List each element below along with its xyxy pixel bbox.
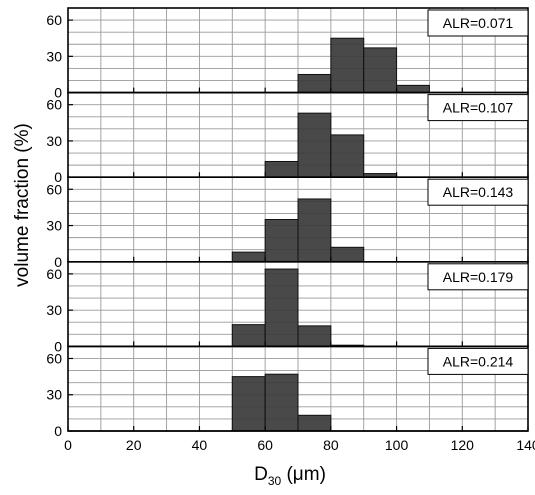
bar	[297, 325, 332, 347]
x-axis-label: D30 (μm)	[254, 464, 326, 488]
bar	[330, 134, 365, 178]
y-tick-label: 30	[46, 302, 62, 318]
panel-3: 0 30 60 ALR=0.143	[46, 176, 529, 270]
legend-label: ALR=0.143	[443, 184, 514, 200]
x-tick-label: 20	[126, 437, 142, 453]
y-tick-label: 60	[46, 181, 62, 197]
y-tick-label: 0	[54, 423, 62, 439]
y-tick-label: 30	[46, 387, 62, 403]
y-tick-label: 60	[46, 97, 62, 113]
bar	[363, 47, 398, 94]
x-axis-label-main: D	[254, 464, 268, 485]
y-tick-label: 30	[46, 218, 62, 234]
y-tick-label: 30	[46, 48, 62, 64]
x-tick-label: 0	[64, 437, 72, 453]
bar	[297, 414, 332, 432]
bar	[330, 246, 365, 263]
bar	[264, 373, 299, 432]
panel-4: 0 30 60 ALR=0.179	[46, 260, 529, 354]
x-tick-label: 60	[257, 437, 273, 453]
bar	[264, 160, 299, 178]
y-tick-label: 0	[54, 254, 62, 270]
panels-group: 0 30 60 ALR=0.071 0 30 60 ALR=0.107 0 30 60 ALR=0.1…	[46, 7, 529, 439]
y-tick-label: 0	[54, 338, 62, 354]
x-axis-label-unit: (μm)	[281, 464, 326, 485]
legend-label: ALR=0.214	[443, 353, 514, 369]
legend-box	[427, 178, 529, 206]
y-tick-label: 60	[46, 12, 62, 28]
x-tick-label: 80	[323, 437, 339, 453]
legend-box	[427, 263, 529, 291]
y-tick-label: 0	[54, 85, 62, 101]
x-axis-label-sub: 30	[268, 474, 282, 488]
x-tick-label: 120	[451, 437, 475, 453]
y-tick-label: 60	[46, 266, 62, 282]
y-tick-label: 60	[46, 350, 62, 366]
x-axis-ticks: 0 20 40 60 80 100 120 140	[64, 437, 535, 453]
bar	[264, 219, 299, 263]
panel-2: 0 30 60 ALR=0.107	[46, 91, 529, 185]
panel-5: 0 30 60 ALR=0.214	[46, 345, 529, 439]
panel-frame	[67, 345, 529, 432]
x-tick-label: 40	[192, 437, 208, 453]
legend-label: ALR=0.107	[443, 100, 514, 116]
y-tick-label: 30	[46, 133, 62, 149]
y-tick-label: 0	[54, 169, 62, 185]
bar	[231, 376, 266, 432]
legend-label: ALR=0.071	[443, 15, 514, 31]
y-axis-label: volume fraction (%)	[12, 123, 33, 287]
legend-label: ALR=0.179	[443, 269, 514, 285]
bar	[231, 324, 266, 347]
bar	[231, 251, 266, 263]
legend-box	[427, 9, 529, 37]
bar	[297, 73, 332, 94]
bar	[330, 37, 365, 94]
legend-box	[427, 347, 529, 375]
panel-1: 0 30 60 ALR=0.071	[46, 7, 529, 101]
legend-box	[427, 94, 529, 122]
bar	[297, 112, 332, 178]
x-tick-label: 140	[516, 437, 535, 453]
bar	[396, 84, 430, 94]
x-tick-label: 100	[385, 437, 409, 453]
bar	[297, 198, 332, 263]
bar	[264, 268, 299, 347]
